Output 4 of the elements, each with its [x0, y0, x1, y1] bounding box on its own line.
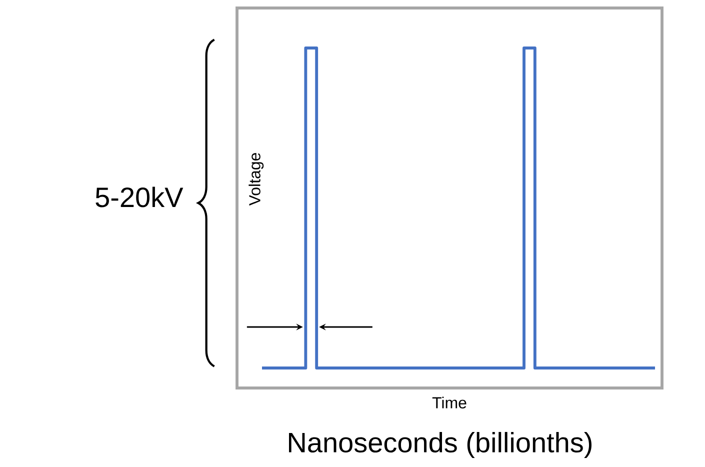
text: Nanoseconds (billionths): [289, 432, 592, 458]
y-axis-title: Voltage: [248, 153, 264, 206]
x-axis-title: Time: [432, 396, 466, 408]
text: 5-20kV: [96, 186, 184, 208]
